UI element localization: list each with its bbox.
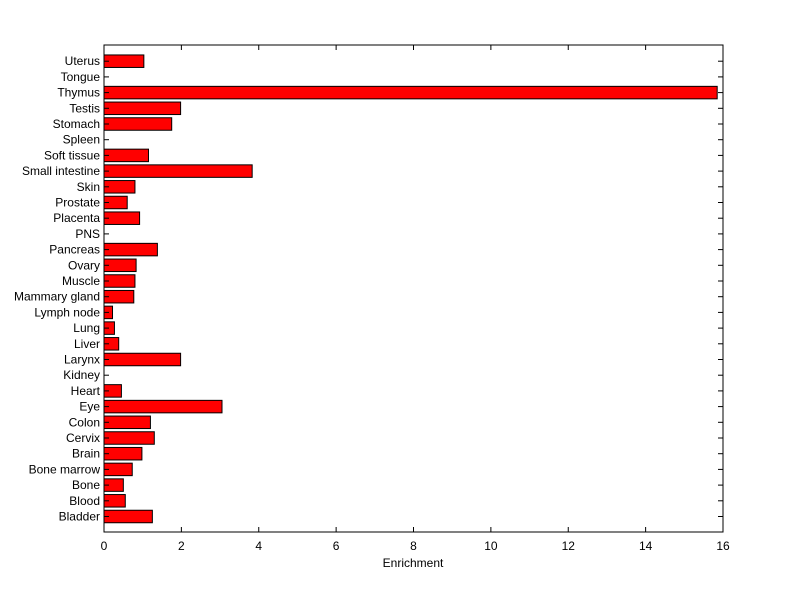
y-tick-label-thymus: Thymus	[57, 86, 100, 100]
y-tick-label-brain: Brain	[72, 447, 100, 461]
x-tick-label-8: 8	[410, 539, 417, 553]
y-tick-label-eye: Eye	[79, 400, 100, 414]
bar-soft-tissue	[103, 148, 149, 163]
x-tick-label-10: 10	[484, 539, 498, 553]
y-tick-label-lymph-node: Lymph node	[34, 305, 100, 319]
y-tick-label-uterus: Uterus	[65, 54, 100, 68]
y-tick-label-soft-tissue: Soft tissue	[44, 148, 100, 162]
y-tick-label-mammary-gland: Mammary gland	[14, 290, 100, 304]
bar-testis	[103, 101, 182, 116]
bar-cervix	[103, 431, 155, 445]
y-tick-label-placenta: Placenta	[53, 211, 100, 225]
y-tick-label-liver: Liver	[74, 337, 100, 351]
x-tick-label-16: 16	[716, 539, 730, 553]
bar-small-intestine	[103, 164, 253, 178]
y-tick-label-larynx: Larynx	[64, 353, 100, 367]
y-tick-label-muscle: Muscle	[62, 274, 100, 288]
y-tick-label-small-intestine: Small intestine	[22, 164, 100, 178]
bar-uterus	[103, 54, 145, 68]
y-tick-label-cervix: Cervix	[66, 431, 100, 445]
y-tick-label-testis: Testis	[69, 101, 100, 115]
y-tick-label-bladder: Bladder	[59, 510, 100, 524]
y-tick-label-bone-marrow: Bone marrow	[29, 462, 101, 476]
bar-placenta	[103, 211, 141, 225]
bar-thymus	[103, 85, 718, 100]
y-tick-label-stomach: Stomach	[53, 117, 100, 131]
y-tick-label-prostate: Prostate	[55, 196, 100, 210]
x-axis-label: Enrichment	[383, 556, 444, 570]
bar-stomach	[103, 117, 173, 131]
x-tick-label-0: 0	[101, 539, 108, 553]
y-tick-label-pns: PNS	[75, 227, 100, 241]
x-tick-label-2: 2	[178, 539, 185, 553]
x-tick-label-4: 4	[255, 539, 262, 553]
y-tick-label-heart: Heart	[71, 384, 101, 398]
y-tick-label-blood: Blood	[69, 494, 100, 508]
bar-pancreas	[103, 242, 158, 257]
bar-eye	[103, 399, 223, 414]
y-tick-label-bone: Bone	[72, 478, 100, 492]
bar-larynx	[103, 352, 182, 367]
y-tick-label-tongue: Tongue	[61, 70, 101, 84]
y-tick-label-lung: Lung	[73, 321, 100, 335]
x-axis: 0 2 4 6 8 10 12 14 16	[101, 45, 730, 553]
y-tick-label-colon: Colon	[69, 415, 100, 429]
bar-brain	[103, 446, 143, 461]
plot-area	[103, 44, 724, 533]
y-tick-label-pancreas: Pancreas	[49, 243, 100, 257]
bar-colon	[103, 415, 151, 430]
y-tick-label-kidney: Kidney	[63, 368, 100, 382]
y-tick-label-skin: Skin	[77, 180, 100, 194]
y-tick-label-spleen: Spleen	[63, 133, 100, 147]
bar-bladder	[103, 509, 153, 524]
x-tick-label-14: 14	[639, 539, 653, 553]
x-tick-label-6: 6	[333, 539, 340, 553]
y-tick-label-ovary: Ovary	[68, 258, 100, 272]
x-tick-label-12: 12	[562, 539, 576, 553]
